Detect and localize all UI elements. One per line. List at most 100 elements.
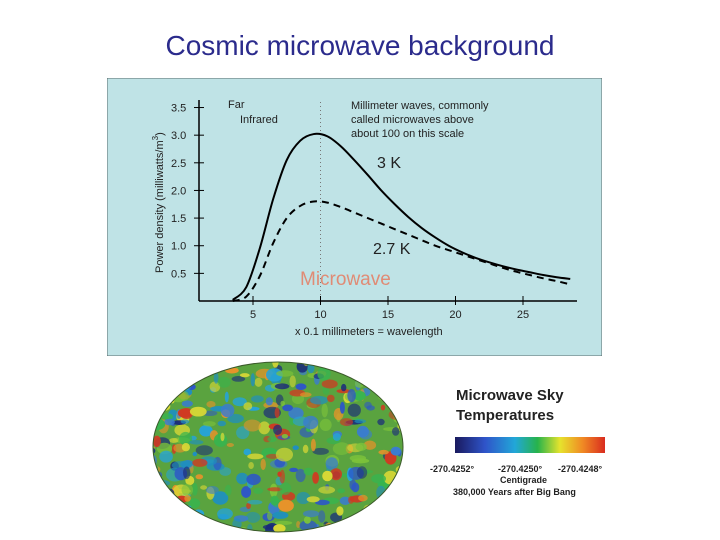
sky-texture-blob bbox=[322, 362, 340, 366]
sky-texture-blob bbox=[351, 515, 357, 521]
sky-texture-blob bbox=[274, 520, 293, 525]
sky-texture-blob bbox=[153, 367, 171, 377]
sky-texture-blob bbox=[388, 531, 398, 532]
sky-texture-blob bbox=[189, 527, 206, 532]
sky-texture-blob bbox=[169, 438, 179, 443]
sky-texture-blob bbox=[166, 377, 174, 382]
sky-texture-blob bbox=[312, 472, 319, 484]
sky-texture-blob bbox=[159, 363, 171, 373]
sky-texture-blob bbox=[168, 368, 175, 376]
sky-texture-blob bbox=[217, 376, 231, 388]
sky-texture-blob bbox=[327, 394, 335, 403]
sky-texture-blob bbox=[384, 365, 398, 373]
sky-texture-blob bbox=[350, 518, 365, 531]
sky-texture-blob bbox=[303, 415, 319, 430]
sky-texture-blob bbox=[199, 425, 213, 437]
sky-texture-blob bbox=[302, 444, 309, 454]
sky-texture-blob bbox=[186, 367, 192, 373]
sky-map-outline bbox=[152, 361, 404, 533]
sky-texture-blob bbox=[362, 530, 367, 532]
sky-texture-blob bbox=[319, 418, 332, 431]
sky-texture-blob bbox=[272, 362, 279, 368]
series-line-2-7-k bbox=[232, 200, 571, 302]
sky-texture-blob bbox=[273, 424, 283, 435]
sky-texture-blob bbox=[158, 517, 172, 523]
sky-texture-blob bbox=[267, 487, 283, 492]
y-tick-label: 1.0 bbox=[171, 241, 186, 253]
sky-texture-blob bbox=[194, 362, 199, 367]
sky-texture-blob bbox=[392, 398, 403, 412]
sky-texture-blob bbox=[339, 401, 345, 414]
annotation-mm-line1: Millimeter waves, commonly bbox=[351, 100, 489, 112]
sky-texture-blob bbox=[172, 522, 185, 532]
sky-texture-blob bbox=[349, 479, 357, 491]
sky-texture-blob bbox=[296, 521, 301, 528]
sky-texture-blob bbox=[353, 390, 366, 401]
y-tick-label: 0.5 bbox=[171, 268, 186, 280]
sky-texture-blob bbox=[363, 527, 374, 532]
annotation-mm-line3: about 100 on this scale bbox=[351, 128, 464, 140]
sky-texture-blob bbox=[325, 457, 338, 470]
sky-texture-blob bbox=[356, 425, 369, 438]
sky-texture-blob bbox=[377, 389, 395, 402]
sky-texture-blob bbox=[181, 400, 193, 407]
sky-texture-blob bbox=[184, 362, 195, 371]
sky-texture-blob bbox=[400, 507, 403, 521]
sky-texture-blob bbox=[175, 385, 181, 392]
sky-texture-blob bbox=[247, 499, 263, 505]
sky-texture-blob bbox=[166, 528, 183, 532]
sky-texture-blob bbox=[184, 495, 191, 502]
sky-texture-blob bbox=[348, 517, 361, 532]
sky-texture-blob bbox=[383, 499, 389, 509]
chart-background bbox=[107, 78, 602, 356]
sky-texture-blob bbox=[209, 381, 221, 393]
sky-texture-blob bbox=[183, 362, 195, 367]
sky-texture-blob bbox=[395, 372, 403, 378]
sky-texture-blob bbox=[360, 365, 375, 372]
sky-texture-blob bbox=[310, 395, 328, 405]
sky-texture-blob bbox=[247, 524, 253, 532]
sky-texture-blob bbox=[169, 368, 186, 375]
sky-texture-blob bbox=[364, 401, 372, 409]
sky-texture-blob bbox=[400, 483, 403, 492]
sky-texture-blob bbox=[174, 362, 181, 369]
sky-texture-blob bbox=[296, 491, 311, 505]
sky-texture-blob bbox=[206, 486, 219, 494]
sky-texture-blob bbox=[164, 418, 175, 426]
sky-texture-blob bbox=[296, 362, 309, 373]
sky-texture-blob bbox=[355, 442, 367, 451]
sky-texture-blob bbox=[172, 513, 180, 522]
scale-mid-label: -270.4250° bbox=[498, 464, 543, 474]
sky-texture-blob bbox=[213, 527, 229, 532]
sky-texture-blob bbox=[167, 520, 175, 532]
sky-texture-blob bbox=[177, 408, 192, 418]
sky-caption: 380,000 Years after Big Bang bbox=[453, 487, 576, 497]
sky-texture-blob bbox=[343, 362, 354, 370]
sky-title-line1: Microwave Sky bbox=[456, 387, 564, 404]
sky-texture-blob bbox=[153, 392, 168, 397]
sky-texture-blob bbox=[341, 383, 347, 392]
sky-texture-blob bbox=[183, 466, 191, 480]
sky-texture-blob bbox=[300, 392, 312, 398]
sky-texture-blob bbox=[272, 511, 289, 519]
sky-texture-blob bbox=[332, 442, 351, 455]
sky-texture-blob bbox=[310, 438, 316, 452]
x-tick-label: 15 bbox=[382, 309, 394, 321]
sky-texture-blob bbox=[232, 530, 248, 532]
scale-min-label: -270.4252° bbox=[430, 464, 475, 474]
sky-texture-blob bbox=[329, 535, 341, 539]
sky-texture-blob bbox=[270, 495, 279, 506]
sky-texture-blob bbox=[274, 383, 290, 390]
sky-texture-blob bbox=[153, 391, 161, 406]
x-axis-label: x 0.1 millimeters = wavelength bbox=[295, 326, 443, 338]
sky-texture-blob bbox=[288, 407, 304, 419]
sky-texture-blob bbox=[386, 502, 402, 510]
sky-texture-blob bbox=[278, 534, 287, 540]
sky-texture-blob bbox=[150, 533, 157, 539]
sky-texture-blob bbox=[330, 468, 342, 481]
sky-texture-blob bbox=[226, 443, 234, 447]
sky-texture-blob bbox=[303, 516, 311, 524]
sky-texture-blob bbox=[377, 418, 385, 426]
sky-texture-blob bbox=[367, 515, 378, 528]
annotation-far: Far bbox=[228, 99, 245, 111]
